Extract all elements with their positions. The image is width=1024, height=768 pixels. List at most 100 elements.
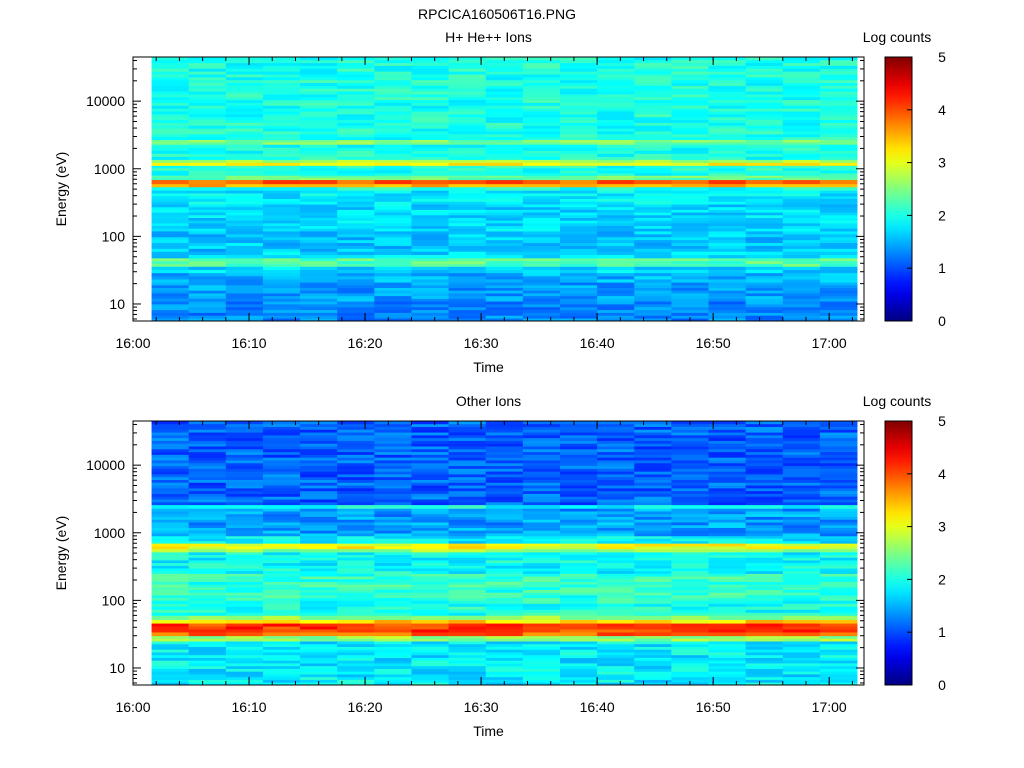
heatmap-cell xyxy=(560,530,598,534)
heatmap-cell xyxy=(448,266,487,270)
heatmap-cell xyxy=(634,513,672,517)
heatmap-cell xyxy=(522,275,561,280)
heatmap-cell xyxy=(634,279,672,283)
heatmap-cell xyxy=(300,504,338,509)
heatmap-cell xyxy=(448,663,487,667)
heatmap-cell xyxy=(151,111,190,115)
heatmap-cell xyxy=(708,581,747,585)
heatmap-cell xyxy=(560,632,598,637)
heatmap-cell xyxy=(819,551,858,556)
heatmap-cell xyxy=(708,665,747,669)
heatmap-cell xyxy=(634,603,672,607)
heatmap-cell xyxy=(745,474,784,478)
heatmap-cell xyxy=(522,609,561,613)
heatmap-cell xyxy=(819,619,858,624)
heatmap-cell xyxy=(225,557,264,561)
heatmap-cell xyxy=(151,312,190,316)
heatmap-cell xyxy=(782,638,821,642)
heatmap-cell xyxy=(300,74,338,78)
heatmap-cell xyxy=(745,533,784,537)
heatmap-cell xyxy=(448,290,487,294)
heatmap-cell xyxy=(448,676,487,680)
heatmap-cell xyxy=(597,668,635,672)
heatmap-cell xyxy=(411,113,450,118)
heatmap-cell xyxy=(411,606,450,610)
heatmap-cell xyxy=(225,254,264,259)
heatmap-cell xyxy=(485,248,524,252)
heatmap-cell xyxy=(634,222,672,227)
heatmap-cell xyxy=(782,535,821,539)
heatmap-cell xyxy=(300,581,338,585)
heatmap-cell xyxy=(448,654,487,658)
heatmap-cell xyxy=(300,522,338,526)
heatmap-cell xyxy=(597,632,635,637)
heatmap-cell xyxy=(262,242,301,246)
heatmap-cell xyxy=(560,524,598,528)
heatmap-cell xyxy=(671,177,709,181)
heatmap-cell xyxy=(448,131,487,135)
heatmap-cell xyxy=(300,76,338,81)
heatmap-cell xyxy=(225,654,264,658)
heatmap-cell xyxy=(819,65,858,69)
heatmap-cell xyxy=(522,584,561,588)
heatmap-cell xyxy=(225,623,264,627)
heatmap-cell xyxy=(560,612,598,616)
heatmap-cell xyxy=(225,643,264,647)
heatmap-cell xyxy=(782,133,821,138)
heatmap-cell xyxy=(300,660,338,664)
heatmap-cell xyxy=(522,535,561,539)
heatmap-cell xyxy=(337,177,375,181)
heatmap-cell xyxy=(819,248,858,252)
heatmap-cell xyxy=(634,245,672,249)
heatmap-cell xyxy=(337,88,375,92)
heatmap-cell xyxy=(782,524,821,528)
heatmap-cell xyxy=(225,443,264,447)
heatmap-cell xyxy=(522,446,561,450)
heatmap-cell xyxy=(225,674,264,678)
heatmap-cell xyxy=(708,682,747,686)
heatmap-cell xyxy=(634,272,672,277)
heatmap-cell xyxy=(374,233,412,238)
heatmap-cell xyxy=(262,159,301,163)
heatmap-cell xyxy=(448,538,487,542)
heatmap-cell xyxy=(522,99,561,103)
heatmap-cell xyxy=(634,150,672,154)
heatmap-cell xyxy=(745,251,784,256)
heatmap-cell xyxy=(448,504,487,509)
heatmap-cell xyxy=(522,88,561,92)
heatmap-cell xyxy=(634,156,672,160)
heatmap-cell xyxy=(819,597,858,601)
heatmap-cell xyxy=(448,570,487,574)
heatmap-cell xyxy=(337,304,375,308)
heatmap-cell xyxy=(300,485,338,489)
heatmap-cell xyxy=(708,538,747,542)
heatmap-cell xyxy=(337,122,375,126)
heatmap-cell xyxy=(300,499,338,503)
heatmap-cell xyxy=(188,530,227,534)
heatmap-cell xyxy=(782,150,821,154)
heatmap-cell xyxy=(485,94,524,98)
heatmap-cell xyxy=(337,254,375,259)
heatmap-cell xyxy=(522,671,561,675)
heatmap-cell xyxy=(151,657,190,661)
heatmap-cell xyxy=(708,652,747,656)
heatmap-cell xyxy=(337,535,375,539)
x-tick-label: 16:10 xyxy=(232,335,267,351)
heatmap-cell xyxy=(819,201,858,205)
heatmap-cell xyxy=(374,298,412,302)
heatmap-cell xyxy=(634,183,672,188)
heatmap-cell xyxy=(262,94,301,98)
heatmap-cell xyxy=(374,654,412,658)
heatmap-cell xyxy=(634,511,672,515)
heatmap-cell xyxy=(782,272,821,277)
heatmap-cell xyxy=(634,159,672,163)
heatmap-cell xyxy=(337,150,375,154)
heatmap-cell xyxy=(597,426,635,430)
heatmap-cell xyxy=(300,59,338,64)
heatmap-cell xyxy=(337,432,375,436)
heatmap-cell xyxy=(225,269,264,274)
heatmap-cell xyxy=(485,504,524,509)
heatmap-cell xyxy=(374,150,412,154)
heatmap-cell xyxy=(522,493,561,497)
heatmap-cell xyxy=(819,676,858,680)
